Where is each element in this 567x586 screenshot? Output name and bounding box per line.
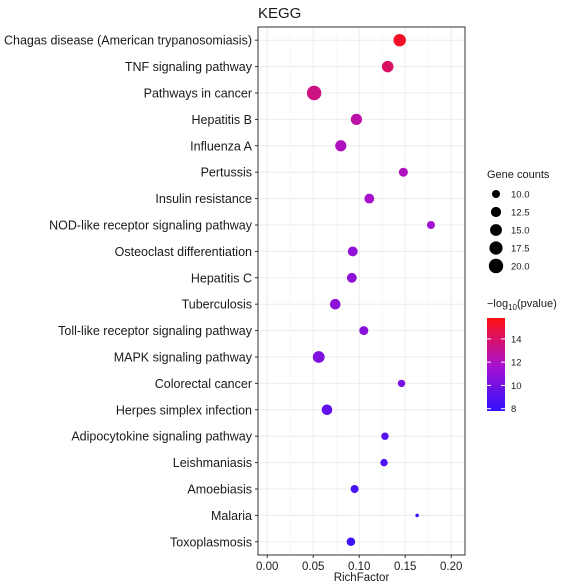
category-label: Leishmaniasis — [173, 456, 252, 470]
category-label: Colorectal cancer — [155, 377, 252, 391]
plot-panel — [257, 26, 466, 556]
data-point — [426, 221, 435, 229]
pvalue-legend-title-subscript: 10 — [508, 303, 517, 312]
colorbar — [487, 318, 505, 411]
category-label: Toll-like receptor signaling pathway — [58, 324, 253, 338]
data-point — [381, 432, 389, 440]
size-legend-label: 12.5 — [511, 208, 530, 219]
data-point — [335, 140, 347, 152]
data-point — [350, 113, 363, 126]
data-point — [381, 60, 394, 73]
size-legend-label: 10.0 — [511, 190, 530, 201]
x-tick-label: 0.00 — [256, 561, 278, 573]
category-label: Toxoplasmosis — [170, 535, 252, 549]
colorbar-tick-label: 10 — [511, 381, 522, 392]
data-point — [312, 351, 325, 363]
size-legend-label: 17.5 — [511, 244, 530, 255]
x-tick-label: 0.20 — [440, 561, 462, 573]
category-label: Pertussis — [201, 166, 252, 180]
data-point — [329, 298, 341, 310]
category-label: NOD-like receptor signaling pathway — [49, 219, 253, 233]
data-point — [380, 458, 388, 467]
plot-border — [257, 26, 466, 556]
chart-title: KEGG — [258, 5, 301, 22]
size-legend-label: 20.0 — [511, 262, 530, 273]
size-legend-key — [488, 258, 504, 274]
colorbar-tick-label: 8 — [511, 404, 516, 415]
pvalue-legend-title-suffix: (pvalue) — [517, 298, 557, 310]
category-label: Adipocytokine signaling pathway — [71, 430, 252, 444]
plot-background — [258, 27, 465, 555]
data-point — [359, 326, 369, 336]
pvalue-legend-title: −log10(pvalue) — [487, 298, 557, 312]
category-label: Malaria — [211, 509, 252, 523]
category-label: TNF signaling pathway — [125, 60, 253, 74]
data-point — [346, 272, 357, 283]
pvalue-legend-title-prefix: −log — [487, 298, 508, 310]
data-point — [346, 537, 356, 547]
x-tick-label: 0.05 — [302, 561, 324, 573]
size-legend-key — [492, 190, 500, 198]
category-labels: Chagas disease (American trypanosomiasis… — [4, 34, 258, 549]
category-label: Influenza A — [190, 139, 253, 153]
size-legend-key — [490, 206, 502, 218]
data-point — [350, 485, 359, 493]
category-label: Hepatitis C — [191, 271, 252, 285]
category-label: Amoebiasis — [187, 483, 252, 497]
colorbar-tick-label: 14 — [511, 334, 522, 345]
gene-counts-legend-title: Gene counts — [487, 169, 550, 181]
x-tick-label: 0.15 — [394, 561, 416, 573]
category-label: Pathways in cancer — [144, 87, 252, 101]
data-point — [347, 246, 358, 257]
gene-counts-legend: Gene counts 10.0 12.5 15.0 17.5 20.0 — [487, 169, 550, 274]
category-label: Insulin resistance — [155, 192, 252, 206]
data-point — [306, 85, 322, 101]
data-point — [398, 167, 408, 177]
data-point — [364, 193, 375, 204]
category-label: Chagas disease (American trypanosomiasis… — [4, 34, 252, 48]
x-tick-label: 0.10 — [348, 561, 370, 573]
size-legend-key — [489, 241, 503, 255]
category-label: Tuberculosis — [182, 298, 252, 312]
data-point — [415, 513, 419, 518]
colorbar-tick-label: 12 — [511, 358, 522, 369]
data-point — [397, 379, 406, 388]
category-label: Herpes simplex infection — [116, 403, 252, 417]
size-legend-label: 15.0 — [511, 226, 530, 237]
x-axis-title: RichFactor — [334, 572, 390, 584]
data-point — [321, 404, 333, 416]
category-label: Osteoclast differentiation — [115, 245, 252, 259]
size-legend-key — [490, 224, 502, 236]
x-axis-ticks: 0.00 0.05 0.10 0.15 0.20 — [256, 555, 462, 573]
data-point — [393, 33, 406, 47]
category-label: Hepatitis B — [192, 113, 252, 127]
category-label: MAPK signaling pathway — [114, 351, 253, 365]
